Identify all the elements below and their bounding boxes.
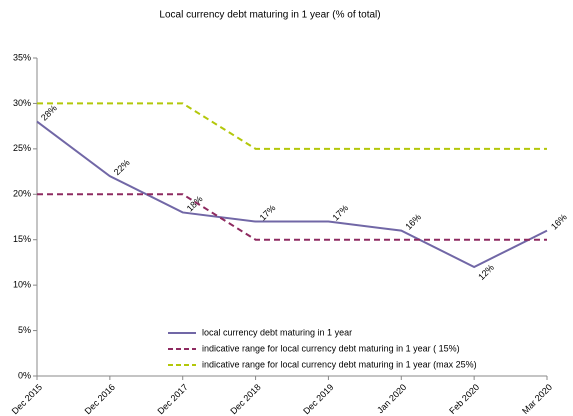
- data-label: 17%: [258, 203, 278, 223]
- legend-label: local currency debt maturing in 1 year: [202, 327, 352, 337]
- legend-label: indicative range for local currency debt…: [202, 359, 477, 369]
- series-line: [37, 102, 547, 150]
- y-tick-label: 25%: [13, 143, 31, 153]
- legend-label: indicative range for local currency debt…: [202, 343, 460, 353]
- y-tick-label: 5%: [18, 325, 31, 335]
- y-tick-label: 15%: [13, 234, 31, 244]
- x-tick-label: Feb 2020: [447, 382, 481, 416]
- x-tick-label: Dec 2016: [83, 382, 117, 416]
- y-tick-label: 20%: [13, 189, 31, 199]
- y-tick-label: 35%: [13, 52, 31, 62]
- data-label: 16%: [549, 212, 569, 232]
- series-line: [37, 193, 547, 241]
- data-label: 16%: [403, 212, 423, 232]
- data-label: 28%: [39, 103, 59, 123]
- x-tick-label: Jan 2020: [375, 382, 408, 415]
- x-tick-label: Dec 2017: [155, 382, 189, 416]
- x-tick-label: Mar 2020: [520, 382, 554, 416]
- y-tick-label: 0%: [18, 370, 31, 380]
- series-line: [36, 120, 548, 269]
- x-tick-label: Dec 2019: [301, 382, 335, 416]
- chart-title: Local currency debt maturing in 1 year (…: [159, 10, 380, 21]
- data-label: 22%: [112, 157, 132, 177]
- x-tick-label: Dec 2015: [10, 382, 44, 416]
- y-tick-label: 30%: [13, 98, 31, 108]
- x-tick-label: Dec 2018: [228, 382, 262, 416]
- y-tick-label: 10%: [13, 280, 31, 290]
- data-label: 17%: [330, 203, 350, 223]
